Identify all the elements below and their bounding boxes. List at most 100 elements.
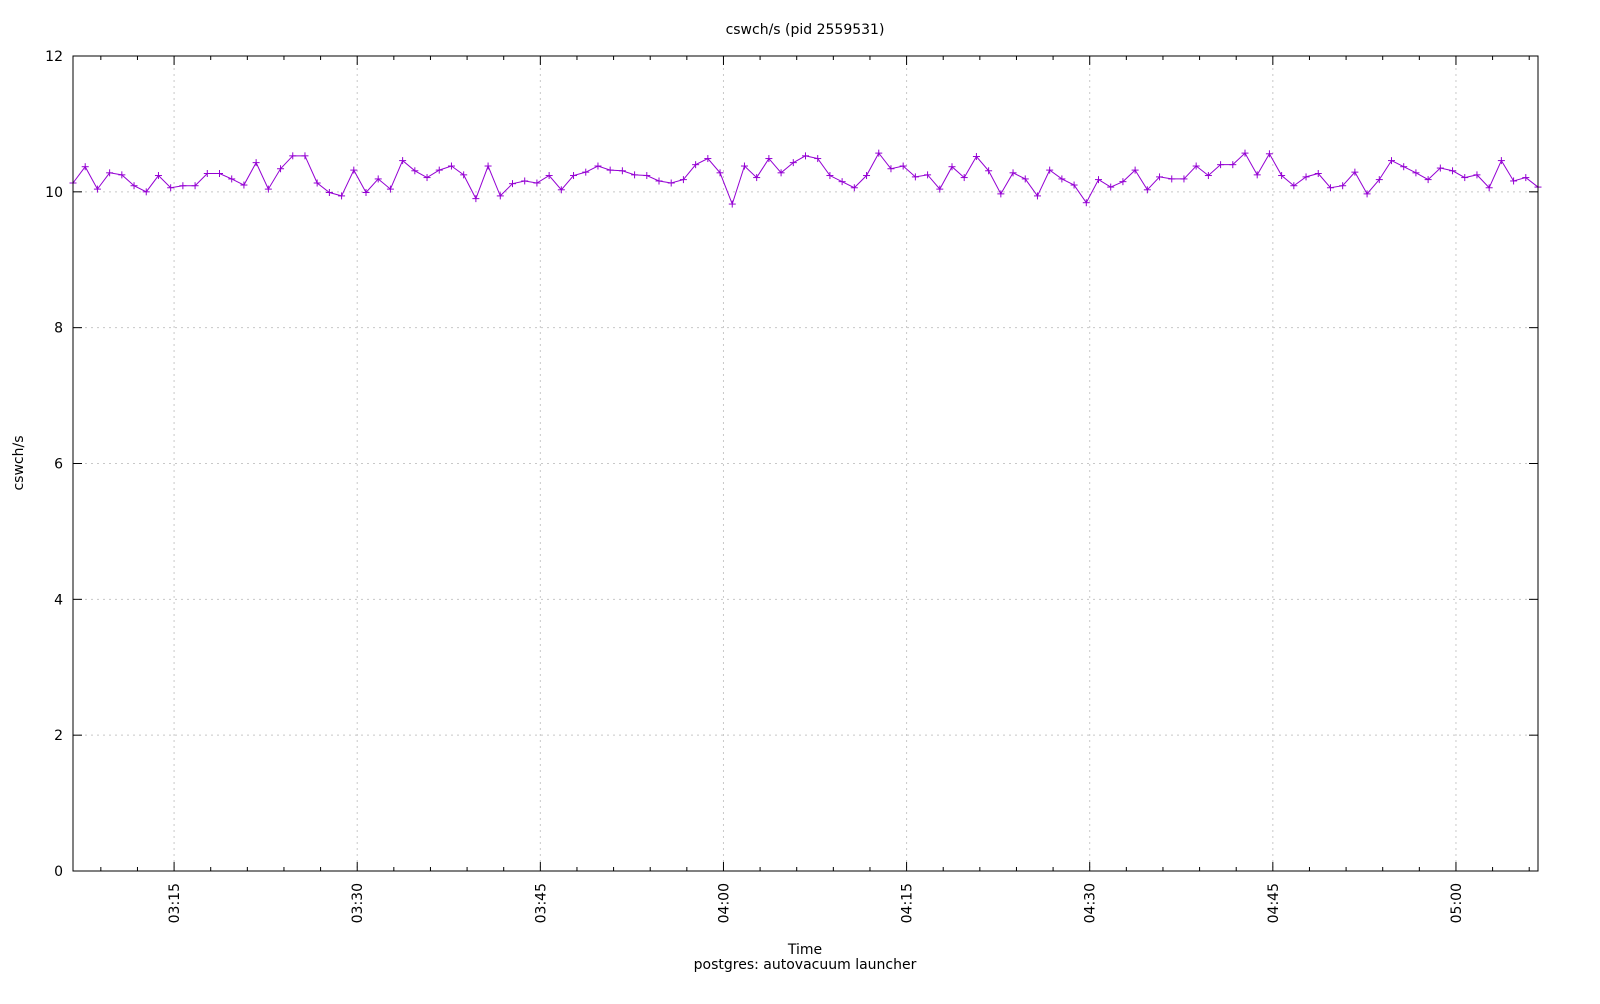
data-point [118,171,126,179]
data-point [716,169,724,177]
data-point [374,175,382,183]
data-point [1314,169,1322,177]
data-point [460,171,468,179]
data-point [692,161,700,169]
data-point [1497,157,1505,165]
data-point [887,165,895,173]
data-point [765,155,773,163]
data-point [1107,183,1115,191]
data-point [447,162,455,170]
data-point [740,162,748,170]
data-point [496,192,504,200]
data-point [1265,150,1273,158]
data-point [179,182,187,190]
data-point [1156,173,1164,181]
data-point [1400,163,1408,171]
y-tick-label: 10 [45,185,63,201]
data-point [1461,174,1469,182]
data-point [753,174,761,182]
data-point [802,152,809,160]
data-point [618,167,626,175]
data-point [277,165,285,173]
data-point [301,152,309,160]
data-point [362,189,370,197]
data-point [936,185,944,193]
x-tick-label: 04:00 [716,883,732,923]
data-point [1375,176,1383,184]
data-point [1326,184,1334,192]
grid [73,56,1538,871]
data-point [850,184,858,192]
data-point [203,169,211,177]
data-point [521,177,529,185]
x-tick-label: 04:30 [1083,883,1099,923]
data-point [216,169,223,177]
data-point [606,166,614,174]
data-point [582,168,590,176]
data-point [338,192,346,200]
data-point [1070,181,1078,189]
data-point [1363,190,1371,198]
data-point [130,182,138,190]
data-point [997,190,1005,198]
data-point [228,175,236,183]
data-point [557,186,565,194]
x-axis-label: Time [787,942,822,958]
data-point [252,159,260,167]
data-point [1009,169,1017,177]
data-point [1388,157,1395,165]
plot-border [72,55,1539,872]
data-point [838,178,846,186]
data-point [1424,176,1432,184]
data-point [1339,182,1347,190]
data-point [594,162,602,170]
data-point [435,166,443,174]
data-point [81,163,89,171]
data-point [350,166,358,174]
data-point [484,162,492,170]
data-point [240,181,248,189]
data-point [1168,175,1176,183]
data-point [533,179,541,187]
data-point [1412,169,1420,177]
data-point [643,172,651,180]
x-tick-label: 03:15 [167,883,183,923]
data-point [386,185,394,193]
data-point [1082,199,1090,207]
data-point [1241,149,1249,157]
data-point [191,182,199,190]
data-point [1217,161,1225,169]
data-point [1485,184,1493,192]
data-point [704,155,712,163]
x-tick-label: 03:45 [533,883,549,923]
data-point [1131,166,1139,174]
data-point [1522,174,1530,182]
chart-subtitle: postgres: autovacuum launcher [694,957,917,973]
x-tick-label: 04:45 [1266,883,1282,923]
data-point [313,179,321,187]
data-point [167,184,175,192]
data-point [1449,167,1457,175]
y-tick-label: 0 [54,864,63,880]
data-point [814,155,822,163]
data-point [1351,168,1359,176]
series [69,149,1542,208]
data-point [325,189,333,197]
data-point [826,172,834,180]
data-point [631,171,639,179]
data-point [1473,171,1481,179]
series-line [72,152,1539,206]
data-point [777,169,785,177]
data-point [1204,172,1212,180]
data-point [1119,178,1127,186]
x-tick-label: 05:00 [1449,883,1465,923]
data-point [1192,162,1200,170]
data-point [1095,176,1102,184]
data-point [972,153,980,161]
data-point [1302,173,1310,181]
x-tick-label: 03:30 [350,883,366,923]
y-tick-label: 6 [54,457,63,473]
data-point [1436,164,1444,172]
data-point [1290,182,1298,190]
